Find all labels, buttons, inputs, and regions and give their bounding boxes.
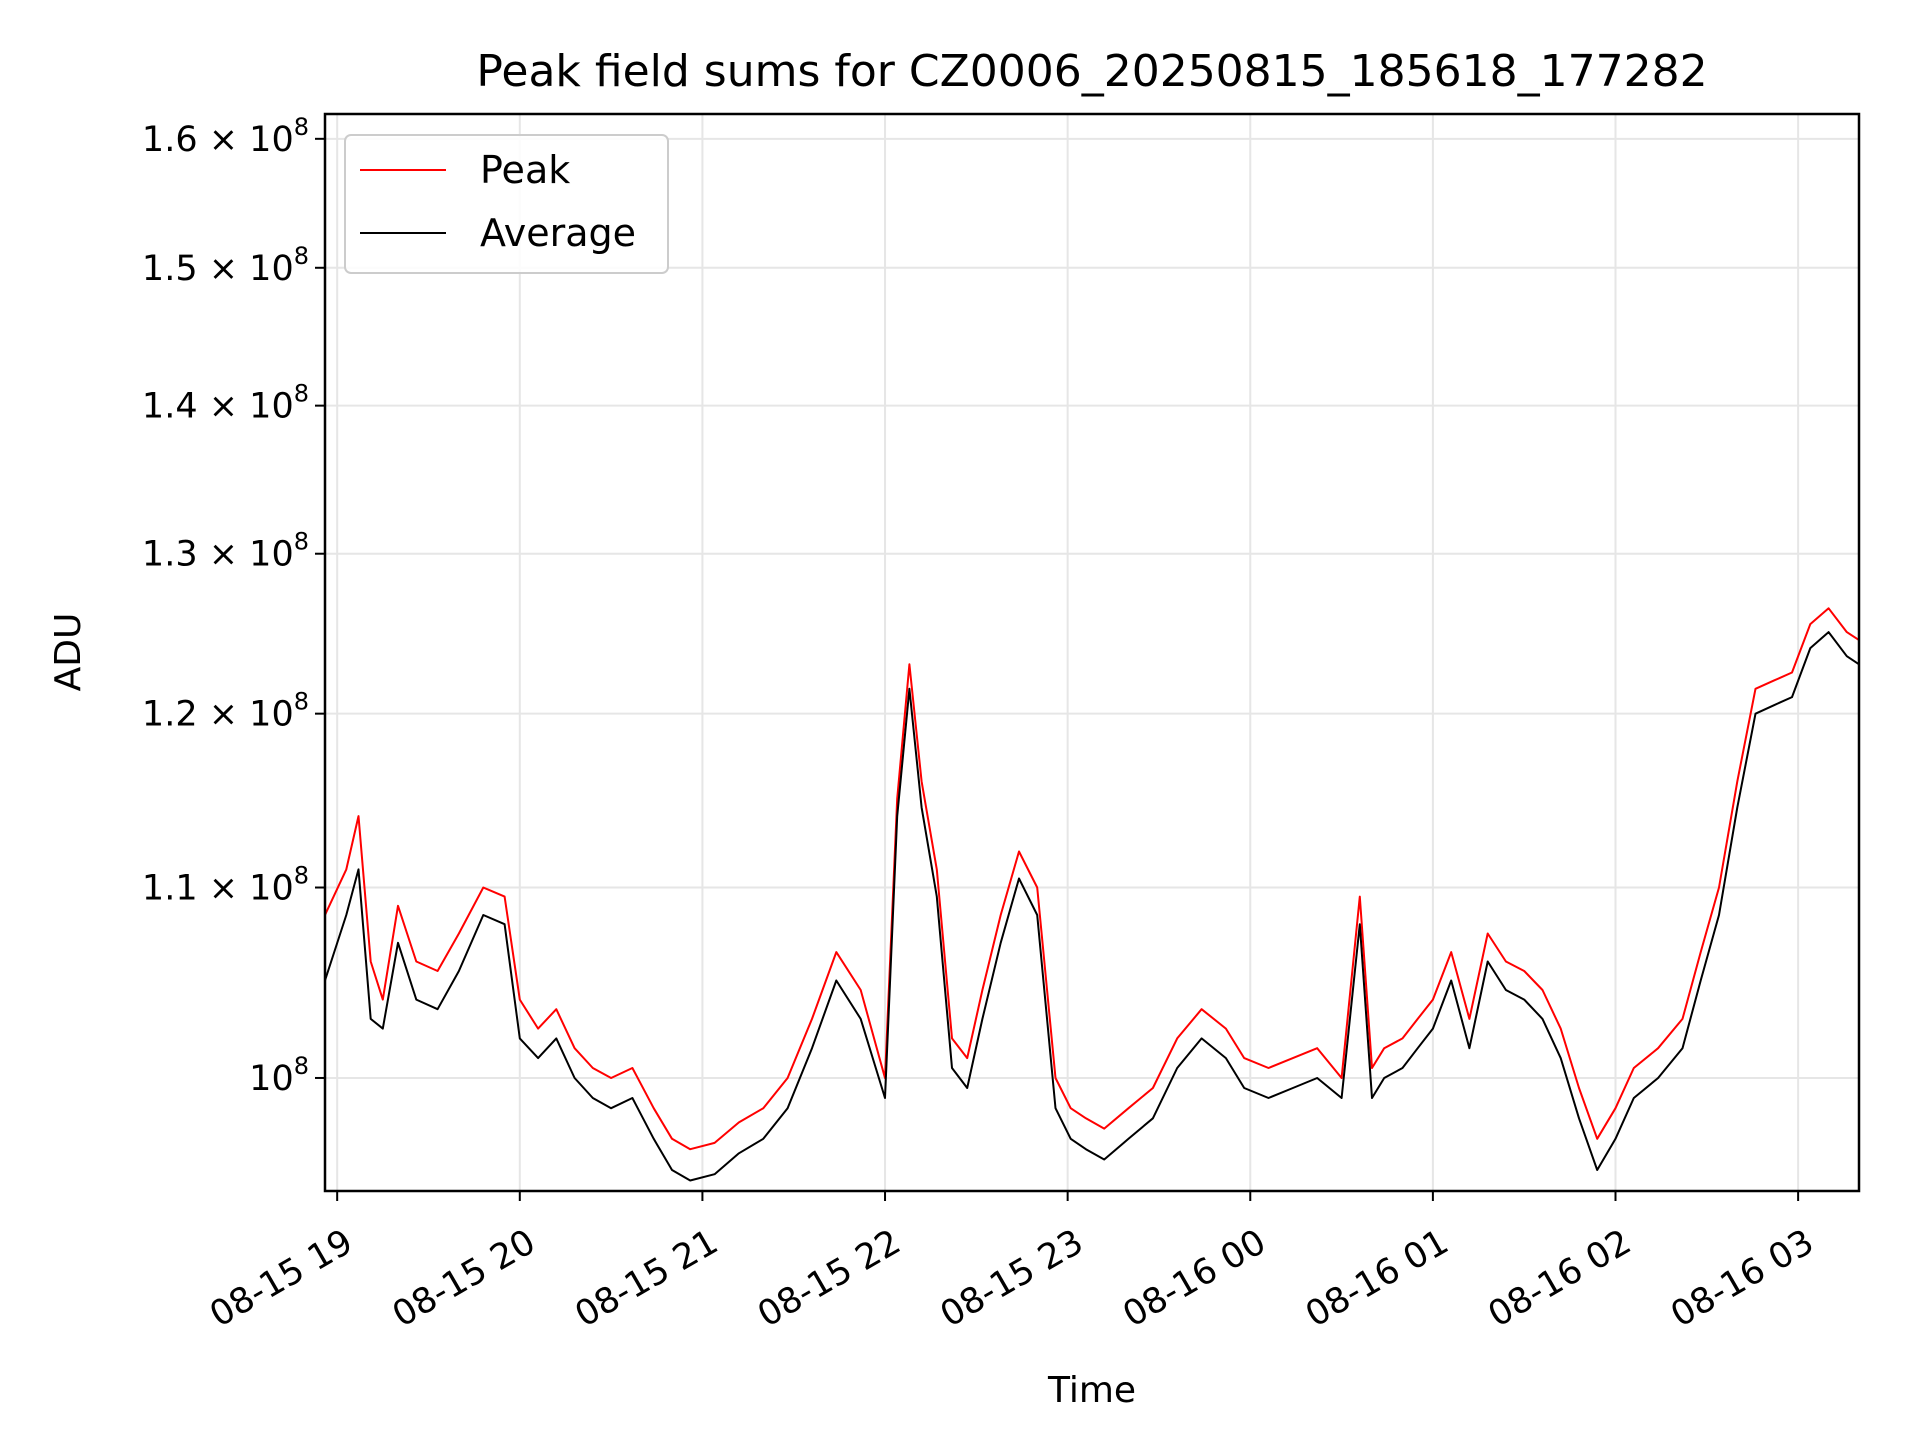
- x-axis-label: Time: [1047, 1370, 1136, 1411]
- legend-label-peak: Peak: [480, 148, 570, 192]
- y-tick-label: 1.4 × 108: [142, 380, 309, 427]
- legend: Peak Average: [344, 134, 669, 274]
- y-tick-label: 108: [249, 1052, 309, 1099]
- legend-label-average: Average: [480, 211, 636, 255]
- series-line-average: [325, 631, 1859, 1182]
- chart-title: Peak field sums for CZ0006_20250815_1856…: [476, 46, 1707, 97]
- y-tick-label: 1.2 × 108: [142, 688, 309, 735]
- series-line-peak: [325, 607, 1859, 1151]
- y-tick-label: 1.3 × 108: [142, 528, 309, 575]
- y-tick-label: 1.5 × 108: [142, 242, 309, 289]
- y-axis-label: ADU: [48, 613, 89, 692]
- plot-frame: [323, 112, 1861, 1193]
- y-tick-label: 1.1 × 108: [142, 862, 309, 909]
- y-tick-label: 1.6 × 108: [142, 113, 309, 160]
- plot-series: [325, 607, 1859, 1182]
- grid: [325, 114, 1859, 1191]
- y-axis-ticks: 108 1.1 × 108 1.2 × 108 1.3 × 108 1.4 × 108 1…: [142, 113, 325, 1099]
